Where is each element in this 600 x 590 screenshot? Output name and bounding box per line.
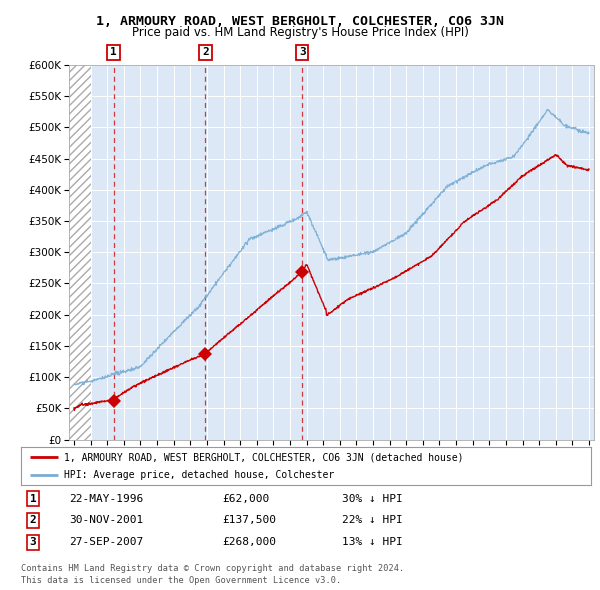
Text: Contains HM Land Registry data © Crown copyright and database right 2024.
This d: Contains HM Land Registry data © Crown c… <box>21 564 404 585</box>
Text: 13% ↓ HPI: 13% ↓ HPI <box>342 537 403 547</box>
Text: 2: 2 <box>29 516 37 525</box>
Text: £62,000: £62,000 <box>222 494 269 503</box>
Text: HPI: Average price, detached house, Colchester: HPI: Average price, detached house, Colc… <box>64 470 334 480</box>
Text: 3: 3 <box>29 537 37 547</box>
Text: £137,500: £137,500 <box>222 516 276 525</box>
Bar <box>69 65 91 440</box>
Text: 1: 1 <box>110 47 117 57</box>
Text: Price paid vs. HM Land Registry's House Price Index (HPI): Price paid vs. HM Land Registry's House … <box>131 26 469 39</box>
Text: 2: 2 <box>202 47 209 57</box>
Text: 30-NOV-2001: 30-NOV-2001 <box>69 516 143 525</box>
Text: 3: 3 <box>299 47 305 57</box>
Text: £268,000: £268,000 <box>222 537 276 547</box>
Text: 1, ARMOURY ROAD, WEST BERGHOLT, COLCHESTER, CO6 3JN (detached house): 1, ARMOURY ROAD, WEST BERGHOLT, COLCHEST… <box>64 453 463 463</box>
Text: 27-SEP-2007: 27-SEP-2007 <box>69 537 143 547</box>
Text: 1, ARMOURY ROAD, WEST BERGHOLT, COLCHESTER, CO6 3JN: 1, ARMOURY ROAD, WEST BERGHOLT, COLCHEST… <box>96 15 504 28</box>
Text: 22-MAY-1996: 22-MAY-1996 <box>69 494 143 503</box>
Text: 1: 1 <box>29 494 37 503</box>
Text: 22% ↓ HPI: 22% ↓ HPI <box>342 516 403 525</box>
Text: 30% ↓ HPI: 30% ↓ HPI <box>342 494 403 503</box>
